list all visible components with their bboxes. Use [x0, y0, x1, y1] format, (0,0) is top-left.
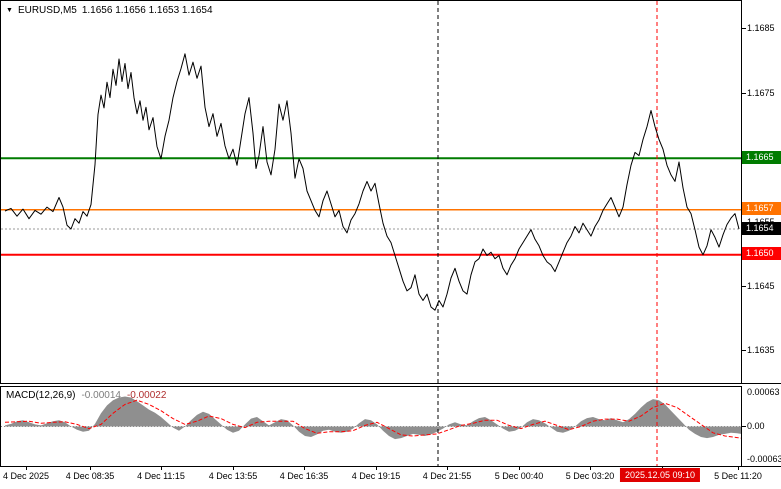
time-tick-label: 5 Dec 00:40 — [494, 471, 544, 481]
time-tick — [233, 467, 234, 470]
macd-scale-top-label: 0.00063 — [747, 387, 780, 397]
symbol-period-label: EURUSD,M5 — [17, 5, 77, 16]
macd-main-value: -0.00014 — [81, 390, 121, 401]
price-tick-label: 1.1685 — [747, 23, 775, 33]
ohlc-values: 1.1656 1.1656 1.1653 1.1654 — [81, 5, 213, 16]
macd-signal-value: -0.00022 — [126, 390, 167, 401]
time-tick-label: 4 Dec 08:35 — [65, 471, 115, 481]
macd-signal-line — [4, 399, 741, 439]
macd-panel[interactable]: MACD(12,26,9) -0.00014 -0.00022 — [0, 386, 742, 467]
time-tick — [738, 467, 739, 470]
price-level-badge: 1.1665 — [742, 151, 781, 164]
time-tick-label: 4 Dec 11:15 — [137, 471, 185, 481]
time-tick-label: 5 Dec 11:20 — [714, 471, 762, 481]
price-tick — [742, 350, 746, 351]
time-tick — [26, 467, 27, 470]
vline-time-badge: 2025.12.05 09:10 — [619, 468, 701, 482]
macd-scale-zero-label: 0.00 — [747, 421, 765, 431]
time-tick — [447, 467, 448, 470]
time-tick — [590, 467, 591, 470]
price-tick-label: 1.1635 — [747, 345, 775, 355]
time-axis[interactable]: 4 Dec 2025 4 Dec 08:35 4 Dec 11:15 4 Dec 13… — [0, 467, 781, 489]
time-tick-label: 4 Dec 13:55 — [208, 471, 258, 481]
time-tick — [376, 467, 377, 470]
macd-title: MACD(12,26,9) -0.00014 -0.00022 — [6, 390, 166, 401]
price-line — [4, 53, 740, 311]
symbol-dropdown-icon[interactable]: ▼ — [6, 7, 13, 14]
price-tick — [742, 93, 746, 94]
price-tick — [742, 28, 746, 29]
time-tick-label: 4 Dec 21:55 — [422, 471, 472, 481]
panel-separator — [742, 466, 781, 467]
macd-scale-bottom-label: -0.00063 — [747, 454, 781, 464]
price-level-badge: 1.1654 — [742, 222, 781, 235]
price-scale-axis[interactable]: 1.16851.16751.16651.16551.16451.16351.16… — [742, 0, 781, 384]
macd-scale-axis[interactable]: 0.00063 0.00 -0.00063 — [742, 386, 781, 467]
price-chart-panel[interactable]: ▼ EURUSD,M5 1.1656 1.1656 1.1653 1.1654 — [0, 0, 742, 384]
panel-separator — [742, 383, 781, 384]
price-tick-label: 1.1645 — [747, 281, 775, 291]
time-tick-label: 5 Dec 03:20 — [565, 471, 615, 481]
macd-histogram — [5, 396, 741, 440]
time-tick — [304, 467, 305, 470]
price-level-badge: 1.1657 — [742, 202, 781, 215]
time-tick — [519, 467, 520, 470]
price-chart-plot[interactable] — [1, 1, 741, 383]
time-tick-label: 4 Dec 16:35 — [279, 471, 329, 481]
time-tick — [90, 467, 91, 470]
price-level-badge: 1.1650 — [742, 247, 781, 260]
price-tick-label: 1.1675 — [747, 88, 775, 98]
macd-plot[interactable] — [1, 387, 741, 466]
time-tick-label: 4 Dec 19:15 — [351, 471, 401, 481]
price-tick — [742, 286, 746, 287]
chart-title: ▼ EURUSD,M5 1.1656 1.1656 1.1653 1.1654 — [6, 5, 213, 16]
macd-label: MACD(12,26,9) — [6, 390, 76, 401]
time-tick-label: 4 Dec 2025 — [2, 471, 50, 481]
time-tick — [161, 467, 162, 470]
macd-tick — [742, 425, 746, 427]
